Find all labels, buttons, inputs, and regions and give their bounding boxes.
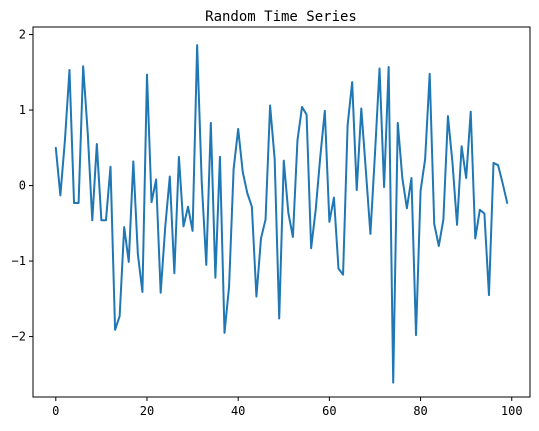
- y-tick-label: −2: [12, 330, 26, 344]
- x-axis: 0 20 40 60 80 100: [52, 397, 523, 418]
- x-tick-label: 40: [231, 404, 245, 418]
- x-tick-label: 20: [140, 404, 154, 418]
- axes-frame: [32, 26, 531, 398]
- y-tick-label: 0: [19, 179, 26, 193]
- y-axis: 2 1 0 −1 −2: [12, 28, 33, 344]
- x-tick-label: 100: [501, 404, 523, 418]
- y-tick-label: 2: [19, 28, 26, 42]
- y-tick-label: 1: [19, 103, 26, 117]
- y-tick-label: −1: [12, 254, 26, 268]
- chart-title: Random Time Series: [205, 9, 357, 25]
- plot-area: [32, 26, 531, 398]
- x-tick-label: 60: [322, 404, 336, 418]
- x-tick-label: 0: [52, 404, 59, 418]
- x-tick-label: 80: [413, 404, 427, 418]
- series-line-0: [54, 44, 509, 384]
